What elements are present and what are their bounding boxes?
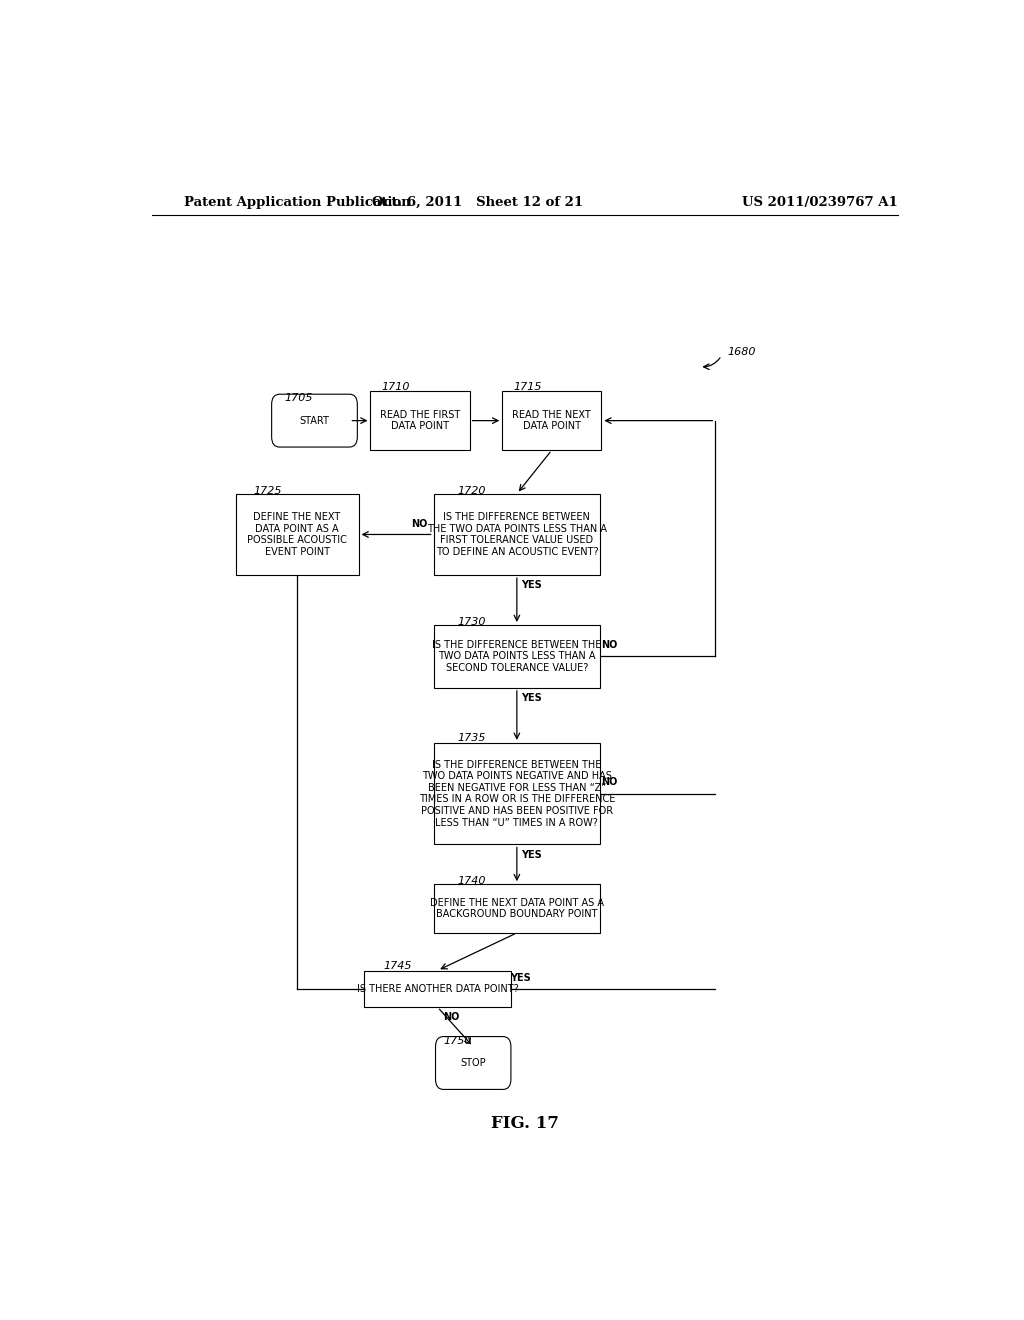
Text: Patent Application Publication: Patent Application Publication: [183, 195, 411, 209]
Text: NO: NO: [601, 777, 617, 788]
Text: 1740: 1740: [458, 876, 485, 886]
Text: YES: YES: [510, 973, 530, 982]
FancyBboxPatch shape: [502, 391, 601, 450]
Text: IS THE DIFFERENCE BETWEEN THE
TWO DATA POINTS LESS THAN A
SECOND TOLERANCE VALUE: IS THE DIFFERENCE BETWEEN THE TWO DATA P…: [432, 640, 601, 673]
Text: 1710: 1710: [382, 381, 411, 392]
Text: DEFINE THE NEXT
DATA POINT AS A
POSSIBLE ACOUSTIC
EVENT POINT: DEFINE THE NEXT DATA POINT AS A POSSIBLE…: [247, 512, 347, 557]
FancyBboxPatch shape: [371, 391, 470, 450]
Text: Oct. 6, 2011   Sheet 12 of 21: Oct. 6, 2011 Sheet 12 of 21: [372, 195, 583, 209]
Text: 1705: 1705: [285, 393, 313, 404]
Text: YES: YES: [521, 850, 542, 859]
FancyBboxPatch shape: [433, 884, 600, 933]
Text: 1725: 1725: [253, 486, 282, 496]
Text: READ THE FIRST
DATA POINT: READ THE FIRST DATA POINT: [380, 409, 460, 432]
Text: YES: YES: [521, 581, 542, 590]
Text: IS THE DIFFERENCE BETWEEN
THE TWO DATA POINTS LESS THAN A
FIRST TOLERANCE VALUE : IS THE DIFFERENCE BETWEEN THE TWO DATA P…: [427, 512, 607, 557]
Text: NO: NO: [443, 1012, 460, 1022]
Text: FIG. 17: FIG. 17: [490, 1115, 559, 1133]
FancyBboxPatch shape: [433, 624, 600, 688]
FancyBboxPatch shape: [435, 1036, 511, 1089]
Text: DEFINE THE NEXT DATA POINT AS A
BACKGROUND BOUNDARY POINT: DEFINE THE NEXT DATA POINT AS A BACKGROU…: [430, 898, 604, 919]
Text: US 2011/0239767 A1: US 2011/0239767 A1: [742, 195, 898, 209]
Text: NO: NO: [411, 519, 427, 529]
Text: 1680: 1680: [727, 347, 756, 356]
Text: NO: NO: [601, 640, 617, 651]
Text: 1730: 1730: [458, 616, 485, 627]
Text: 1750: 1750: [443, 1036, 472, 1045]
Text: YES: YES: [521, 693, 542, 704]
FancyBboxPatch shape: [236, 494, 358, 576]
Text: IS THE DIFFERENCE BETWEEN THE
TWO DATA POINTS NEGATIVE AND HAS
BEEN NEGATIVE FOR: IS THE DIFFERENCE BETWEEN THE TWO DATA P…: [419, 759, 615, 828]
Text: READ THE NEXT
DATA POINT: READ THE NEXT DATA POINT: [512, 409, 591, 432]
FancyBboxPatch shape: [271, 395, 357, 447]
Text: IS THERE ANOTHER DATA POINT?: IS THERE ANOTHER DATA POINT?: [356, 983, 518, 994]
Text: START: START: [300, 416, 330, 425]
Text: 1720: 1720: [458, 486, 485, 496]
FancyBboxPatch shape: [433, 494, 600, 576]
FancyBboxPatch shape: [433, 743, 600, 845]
Text: STOP: STOP: [461, 1059, 486, 1068]
Text: 1745: 1745: [384, 961, 412, 972]
FancyBboxPatch shape: [365, 970, 511, 1007]
Text: 1735: 1735: [458, 733, 485, 743]
Text: 1715: 1715: [514, 381, 542, 392]
